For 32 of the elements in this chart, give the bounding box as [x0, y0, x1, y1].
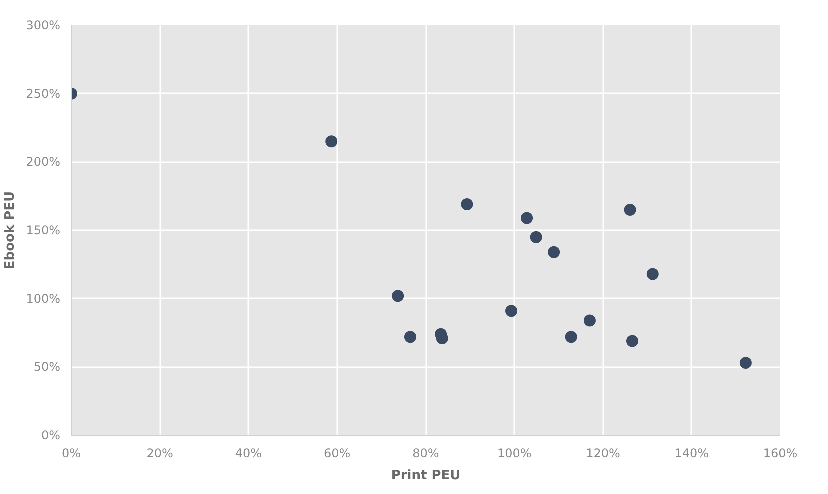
- point: [646, 268, 659, 280]
- point: [624, 204, 636, 216]
- point: [506, 305, 518, 318]
- x-tick-label: 80%: [412, 446, 440, 460]
- point: [461, 198, 474, 211]
- y-tick-label: 200%: [26, 155, 61, 170]
- x-tick-label: 20%: [146, 446, 174, 460]
- point: [565, 331, 578, 344]
- x-tick-label: 0%: [62, 446, 82, 460]
- y-tick-label: 150%: [26, 224, 61, 238]
- x-tick-label: 120%: [586, 446, 620, 460]
- y-tick-label: 100%: [26, 292, 61, 306]
- x-tick-label: 140%: [674, 446, 710, 460]
- point: [392, 290, 404, 302]
- point: [740, 357, 752, 370]
- point: [548, 246, 560, 258]
- point: [530, 231, 542, 244]
- y-tick-label: 0%: [41, 428, 61, 442]
- y-axis-title: Ebook PEU: [3, 191, 18, 270]
- x-axis-title: Print PEU: [391, 468, 461, 484]
- y-tick-label: 50%: [34, 360, 60, 374]
- y-tick-label: 300%: [26, 18, 61, 32]
- point: [626, 335, 638, 348]
- x-tick-label: 160%: [763, 446, 798, 460]
- point: [404, 331, 416, 344]
- x-tick-label: 60%: [324, 446, 351, 460]
- point: [521, 212, 534, 224]
- point: [584, 314, 596, 327]
- x-tick-label: 100%: [497, 446, 532, 460]
- y-tick-label: 250%: [26, 86, 61, 101]
- point: [326, 136, 338, 148]
- x-tick-label: 40%: [235, 446, 262, 460]
